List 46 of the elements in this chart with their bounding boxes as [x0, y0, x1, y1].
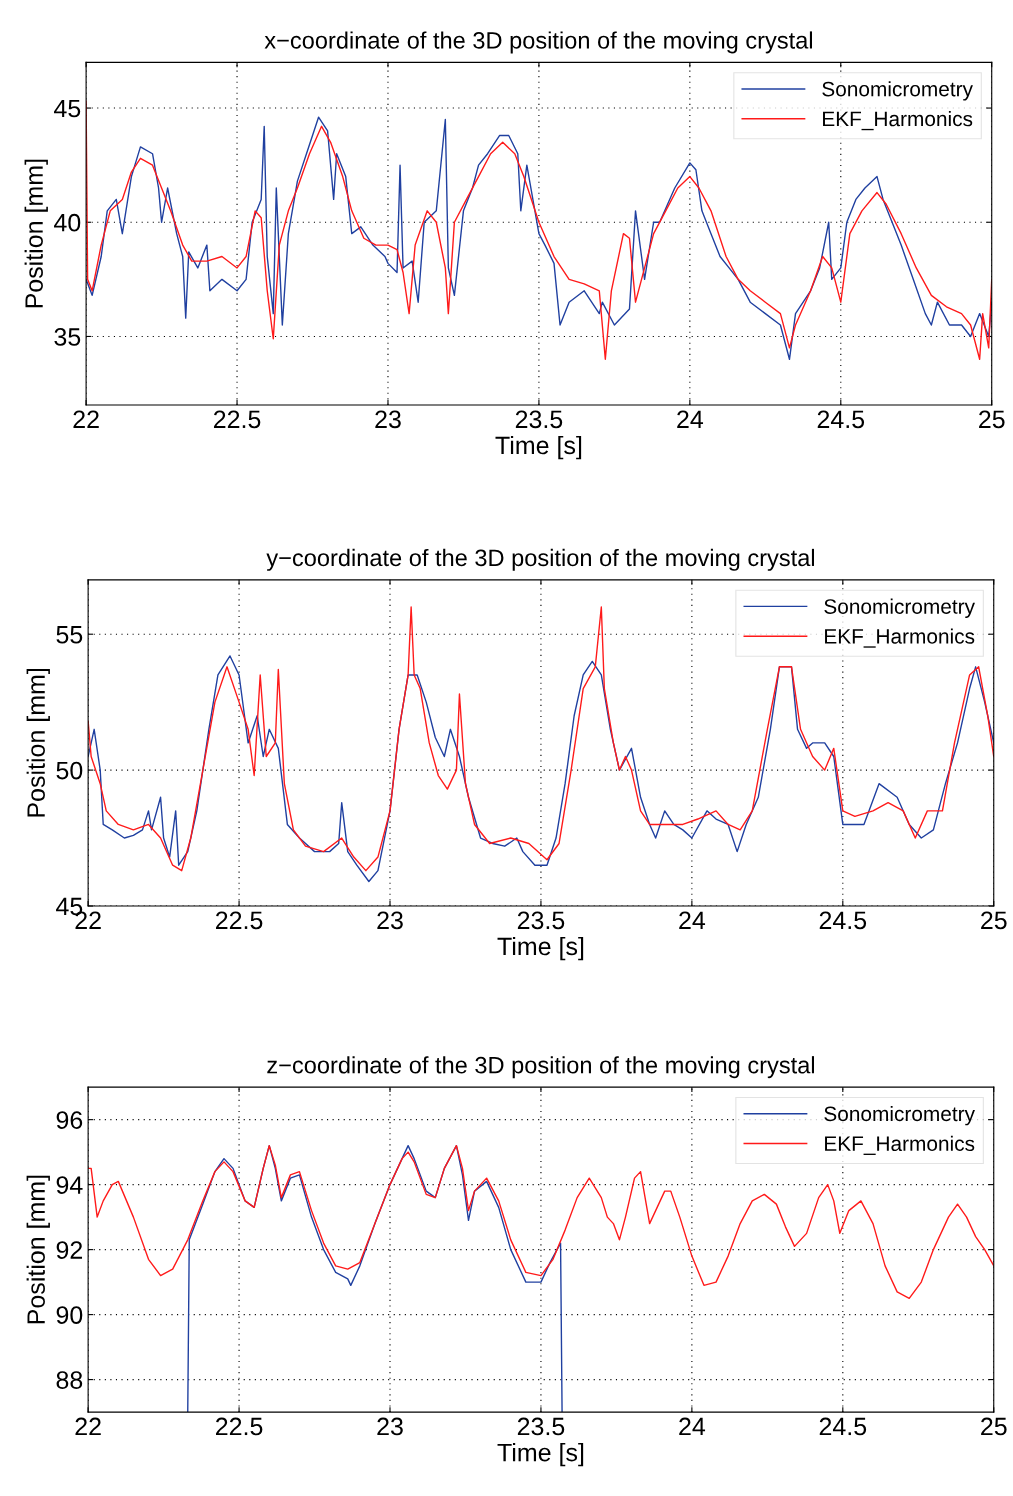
x-tick-label: 24 — [677, 410, 704, 428]
x-axis-title: Time [s] — [495, 435, 582, 460]
y-tick-label: 90 — [56, 1306, 83, 1324]
y-tick-label: 94 — [56, 1176, 83, 1194]
chart-title: z−coordinate of the 3D position of the moving crystal — [267, 1056, 815, 1079]
x-tick-label: 24.5 — [819, 1417, 867, 1436]
legend-label: Sonomicrometry — [824, 598, 975, 619]
y-tick-label: 35 — [54, 328, 81, 346]
chart-title: y−coordinate of the 3D position of the moving crystal — [266, 548, 815, 571]
x-tick-label: 23.5 — [515, 410, 563, 429]
line-series — [88, 655, 994, 883]
legend-label: Sonomicrometry — [824, 1105, 975, 1126]
x-tick-label: 23 — [377, 911, 403, 930]
y-tick-label: 55 — [56, 626, 83, 644]
y-tick-label: 40 — [54, 213, 81, 232]
x-tick-label: 23 — [377, 1417, 403, 1436]
y-tick-label: 92 — [56, 1241, 83, 1259]
x-tick-label: 25 — [981, 1417, 1007, 1436]
legend-label: EKF_Harmonics — [825, 628, 975, 648]
x-tick-label: 23 — [375, 410, 401, 429]
legend-label: EKF_Harmonics — [825, 1135, 975, 1155]
x-tick-label: 23.5 — [517, 1417, 565, 1436]
x-tick-label: 22 — [73, 410, 99, 428]
y-tick-label: 45 — [54, 99, 81, 118]
y-axis-title: Position [mm] — [26, 1175, 50, 1324]
x-tick-label: 23.5 — [517, 911, 565, 930]
y-axis-title: Position [mm] — [26, 668, 50, 817]
x-tick-label: 25 — [981, 911, 1007, 930]
x-tick-label: 24 — [679, 1417, 706, 1436]
x-tick-label: 22.5 — [216, 1417, 263, 1436]
x-tick-label: 24.5 — [819, 911, 867, 930]
x-axis-title: Time [s] — [497, 936, 584, 961]
x-tick-label: 22.5 — [216, 911, 263, 930]
y-tick-label: 50 — [56, 761, 83, 780]
y-tick-label: 88 — [56, 1371, 83, 1389]
x-tick-label: 22 — [75, 1417, 101, 1436]
x-tick-label: 24.5 — [817, 410, 865, 429]
legend-label: Sonomicrometry — [822, 81, 973, 101]
x-axis-title: Time [s] — [497, 1443, 584, 1467]
x-tick-label: 22.5 — [213, 410, 261, 429]
chart-title: x−coordinate of the 3D position of the moving crystal — [264, 31, 812, 54]
y-tick-label: 96 — [56, 1111, 83, 1129]
legend-label: EKF_Harmonics — [823, 110, 973, 131]
x-tick-label: 24 — [679, 911, 706, 929]
x-tick-label: 25 — [979, 410, 1005, 429]
y-axis-title: Position [mm] — [24, 159, 48, 308]
